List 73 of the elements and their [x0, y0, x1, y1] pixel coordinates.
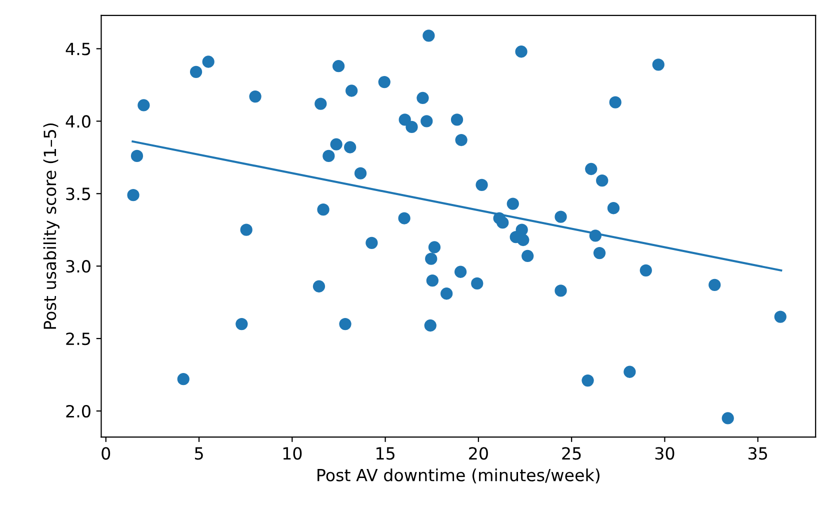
point	[422, 30, 435, 42]
x-tick-label: 10	[283, 447, 302, 460]
point	[428, 241, 441, 254]
point	[330, 138, 342, 150]
point	[722, 412, 734, 424]
point	[366, 236, 378, 249]
point	[190, 66, 202, 78]
point	[406, 120, 418, 134]
point	[774, 310, 786, 323]
point	[708, 278, 721, 291]
point	[593, 246, 606, 260]
point	[426, 274, 438, 287]
y-tick-label: 3.0	[66, 260, 90, 273]
point	[420, 115, 433, 128]
x-tick-label: 30	[655, 447, 674, 460]
point	[582, 374, 594, 387]
point	[346, 84, 358, 97]
point	[177, 373, 190, 386]
y-tick-label: 2.5	[66, 332, 90, 346]
x-tick-label: 0	[102, 447, 110, 460]
point	[344, 141, 356, 154]
point	[130, 150, 144, 162]
y-tick-label: 4.0	[66, 115, 90, 128]
point	[554, 210, 567, 223]
point	[455, 134, 468, 146]
point	[424, 319, 436, 332]
point	[339, 318, 352, 330]
x-tick-label: 5	[195, 447, 203, 460]
point	[476, 178, 488, 192]
point	[138, 99, 150, 112]
point	[314, 98, 327, 110]
point	[589, 230, 602, 242]
point	[471, 277, 484, 290]
x-tick-label: 25	[562, 447, 581, 460]
point	[496, 216, 509, 229]
point	[378, 76, 390, 88]
point	[585, 162, 598, 176]
point	[236, 318, 248, 330]
x-tick-label: 20	[469, 447, 488, 460]
point	[416, 92, 429, 104]
point	[354, 167, 367, 180]
y-tick-label: 3.5	[66, 188, 90, 200]
point	[312, 280, 326, 292]
point	[398, 114, 411, 126]
point	[202, 56, 214, 68]
x-tick-label: 15	[376, 447, 394, 460]
point	[522, 250, 534, 262]
x-axis-title: Post AV downtime (minutes/week)	[318, 468, 600, 484]
x-tick-label: 35	[748, 447, 767, 460]
point	[322, 150, 335, 162]
point	[506, 198, 519, 210]
point	[127, 189, 140, 202]
point	[640, 264, 652, 277]
point	[317, 203, 330, 216]
point	[332, 60, 345, 72]
point	[607, 202, 620, 214]
point	[249, 90, 262, 103]
point	[652, 58, 664, 71]
point	[517, 234, 530, 246]
point	[450, 114, 464, 126]
point	[624, 366, 636, 378]
point	[554, 284, 567, 297]
point	[440, 288, 453, 300]
point	[240, 224, 252, 236]
y-tick-label: 2.0	[66, 404, 90, 418]
point	[515, 46, 528, 58]
point	[454, 266, 467, 278]
y-tick-label: 4.5	[66, 42, 90, 56]
point	[398, 212, 410, 224]
point	[425, 252, 438, 265]
y-axis-title: Post usability score (1–5)	[43, 123, 60, 329]
point	[609, 96, 622, 108]
point	[596, 174, 608, 187]
